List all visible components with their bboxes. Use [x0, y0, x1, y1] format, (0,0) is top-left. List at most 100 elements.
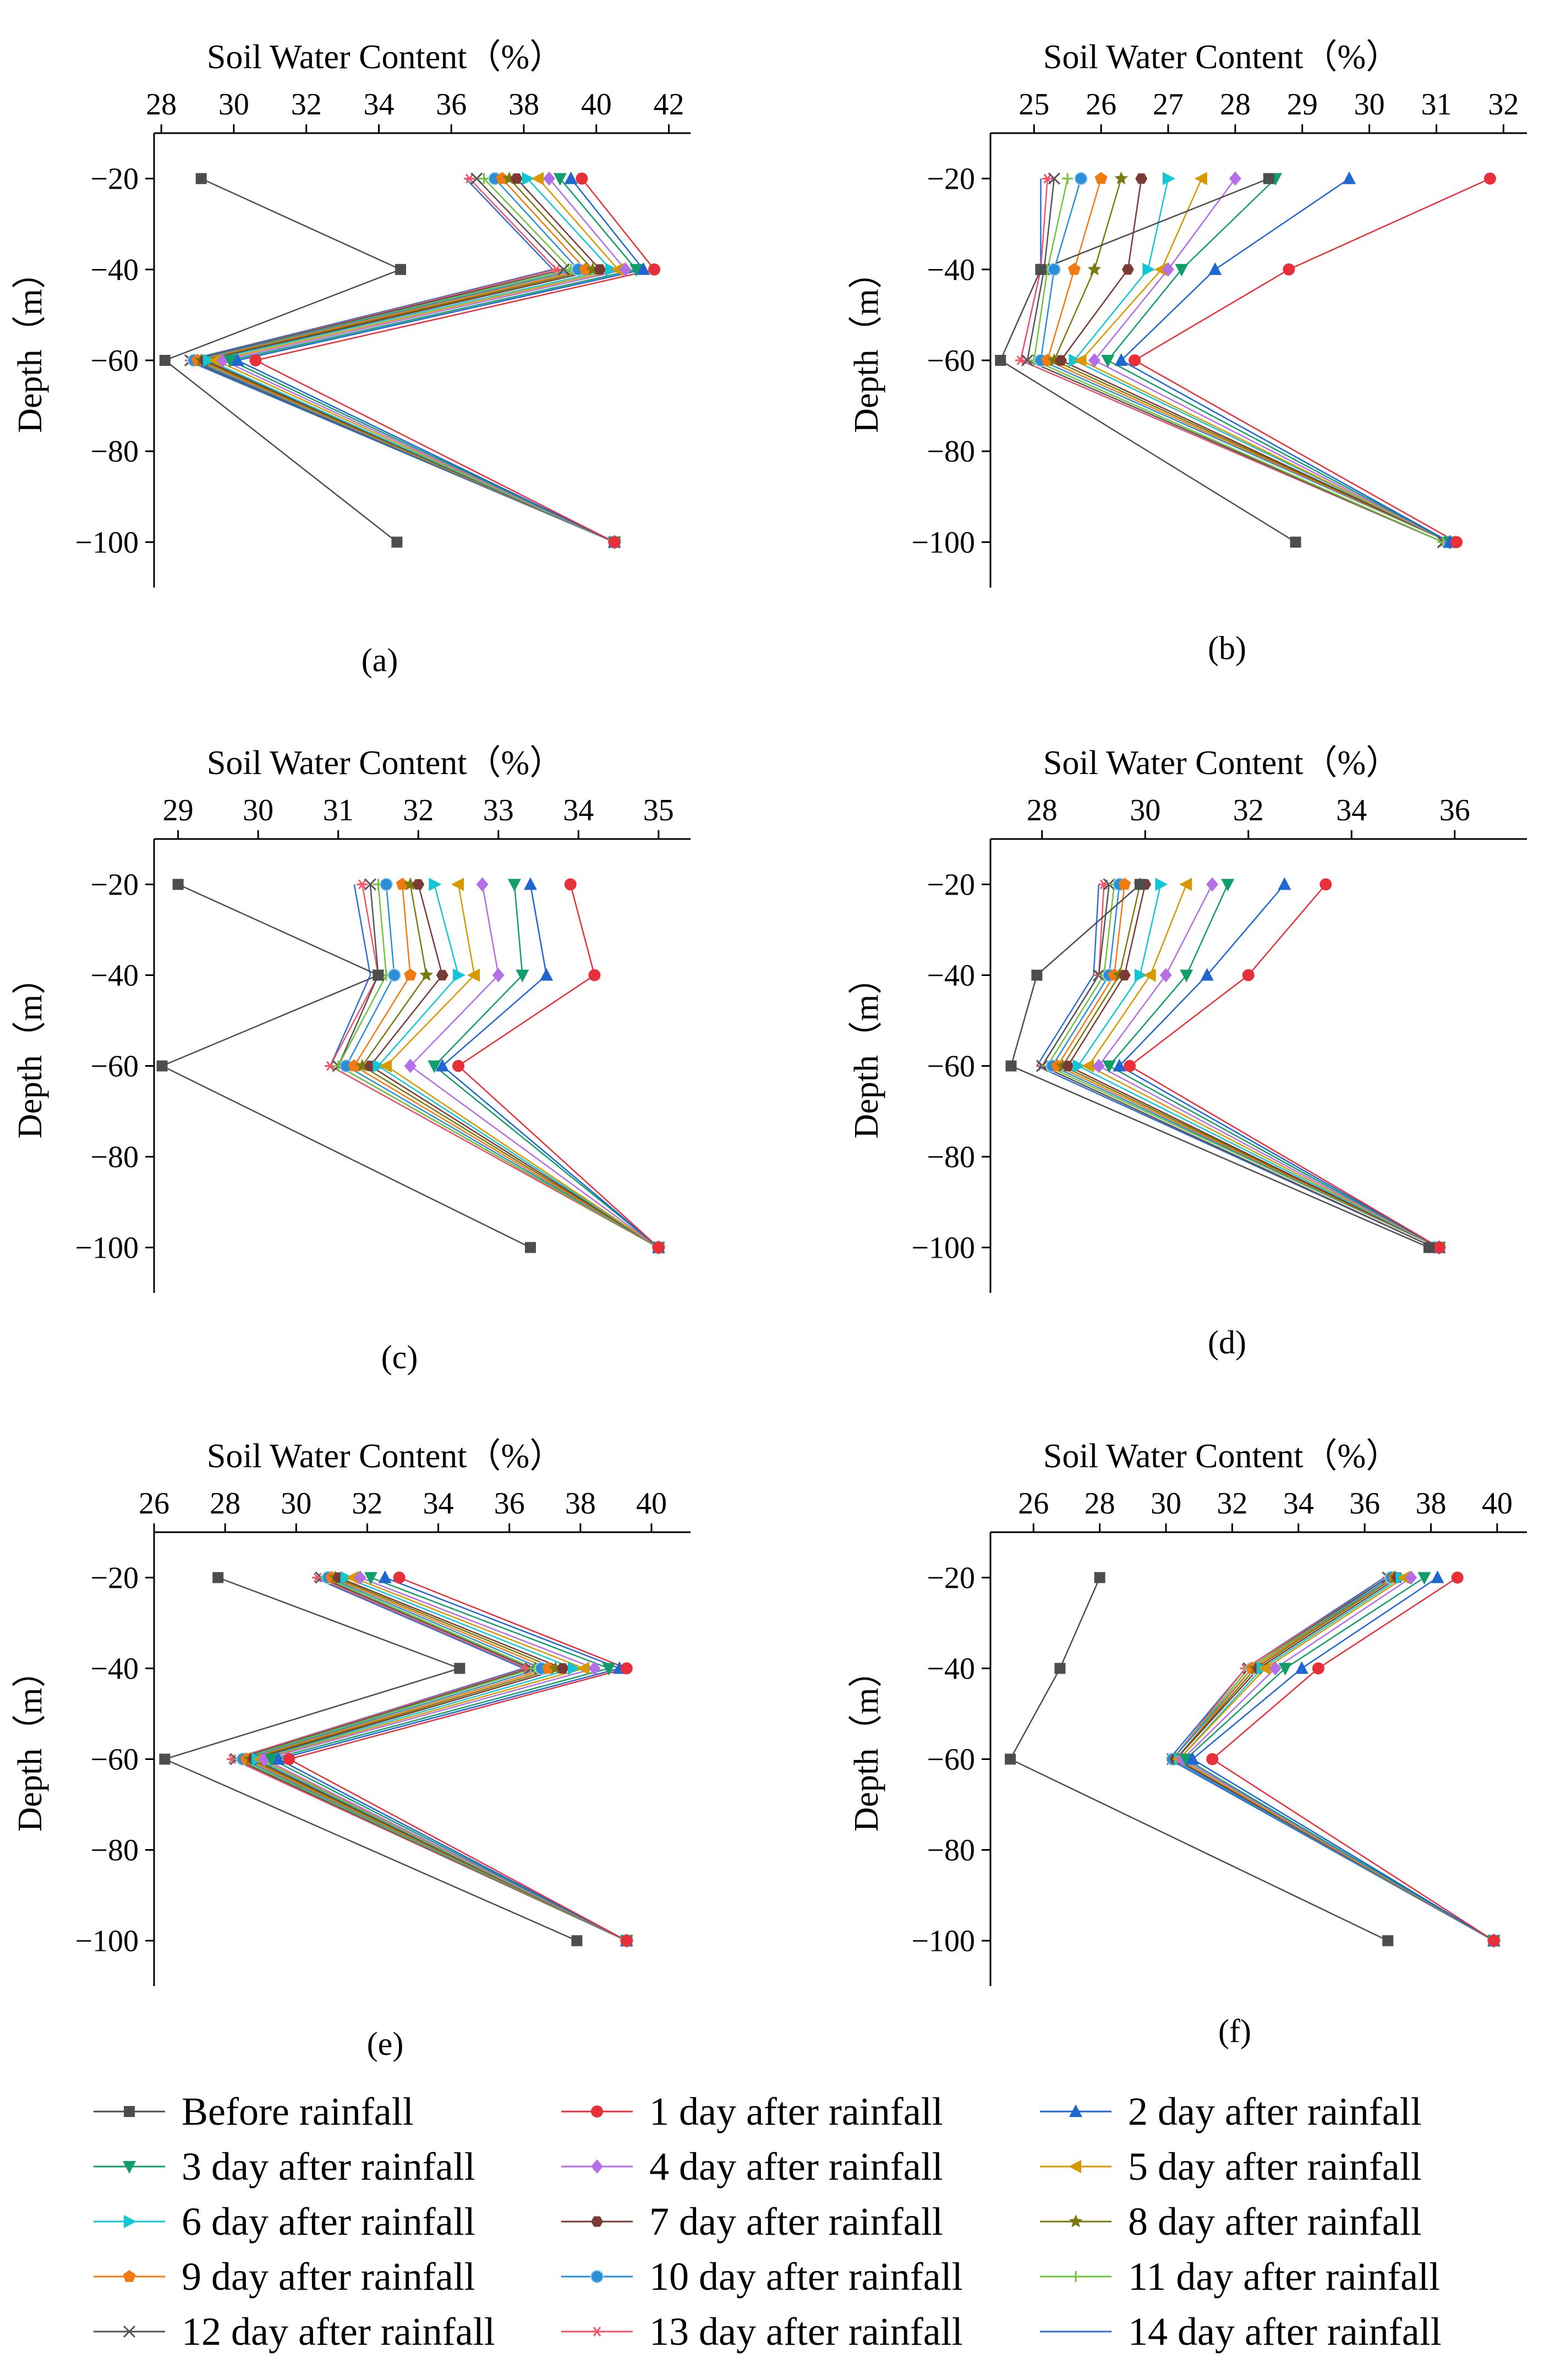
- y-tick-label: −80: [90, 435, 139, 469]
- panel-label: (c): [381, 1339, 418, 1375]
- series-line: [1171, 1577, 1494, 1942]
- data-point-marker: [1423, 1242, 1434, 1253]
- data-point-marker: [1094, 172, 1108, 184]
- y-tick-label: −20: [927, 1561, 975, 1595]
- data-point-marker: [1118, 969, 1131, 981]
- x-tick-label: 30: [1151, 1487, 1181, 1521]
- data-point-marker: [428, 1060, 441, 1073]
- data-point-marker: [403, 877, 418, 891]
- data-point-marker: [1102, 1060, 1116, 1073]
- series-line: [234, 1577, 627, 1942]
- panel-label: (f): [1218, 2013, 1251, 2049]
- x-tick-label: 32: [352, 1487, 382, 1521]
- data-point-marker: [1087, 262, 1102, 276]
- data-point-marker: [1179, 878, 1192, 891]
- legend-label: 5 day after rainfall: [1128, 2145, 1422, 2189]
- series-line: [1041, 884, 1434, 1248]
- data-point-marker: [354, 1570, 366, 1585]
- legend-item: 14 day after rainfall: [1040, 2310, 1442, 2354]
- data-point-marker: [1312, 1662, 1324, 1675]
- series-line: [369, 884, 659, 1248]
- data-point-marker: [611, 262, 624, 276]
- data-point-marker: [620, 1934, 633, 1947]
- data-point-marker: [1382, 1935, 1394, 1946]
- y-tick-label: −60: [927, 344, 975, 378]
- y-axis-title: Depth（m）: [848, 961, 885, 1139]
- data-point-marker: [357, 879, 368, 890]
- series-line: [184, 178, 615, 543]
- x-axis-title: Soil Water Content（%）: [207, 744, 563, 782]
- legend-item: 6 day after rainfall: [94, 2200, 475, 2244]
- data-point-marker: [364, 878, 376, 891]
- legend-item: 1 day after rainfall: [561, 2090, 943, 2134]
- series-line: [240, 1577, 627, 1942]
- data-point-marker: [602, 1663, 616, 1676]
- y-tick-label: −40: [90, 1652, 139, 1686]
- x-tick-label: 32: [1217, 1487, 1247, 1521]
- data-point-marker: [1186, 1752, 1200, 1765]
- data-point-marker: [404, 1059, 417, 1073]
- y-axis-title: Depth（m）: [12, 1654, 49, 1832]
- data-point-marker: [1101, 355, 1115, 368]
- data-point-marker: [249, 354, 262, 366]
- y-tick-label: −20: [90, 1561, 139, 1595]
- y-tick-label: −100: [75, 525, 139, 560]
- data-point-marker: [172, 879, 184, 890]
- legend-marker: [591, 2105, 603, 2118]
- series-line: [1107, 178, 1450, 543]
- x-tick-label: 31: [1421, 87, 1452, 122]
- data-point-marker: [1431, 1570, 1444, 1583]
- series-line: [345, 884, 659, 1248]
- series-line: [1185, 1577, 1494, 1942]
- x-tick-label: 30: [243, 793, 273, 827]
- y-tick-label: −80: [90, 1140, 139, 1175]
- legend-label: 1 day after rainfall: [649, 2090, 943, 2134]
- data-point-marker: [1142, 262, 1156, 276]
- data-point-marker: [620, 1662, 633, 1675]
- data-point-marker: [1081, 1059, 1094, 1073]
- y-tick-label: −60: [90, 1050, 139, 1084]
- y-axis-title: Depth（m）: [12, 255, 49, 433]
- legend-label: 13 day after rainfall: [649, 2310, 963, 2354]
- data-point-marker: [567, 1661, 581, 1675]
- series-line: [1077, 884, 1440, 1248]
- series-line: [457, 884, 659, 1248]
- series-line: [1118, 884, 1440, 1248]
- legend-label: 8 day after rainfall: [1128, 2200, 1422, 2244]
- series-line: [1178, 1577, 1494, 1942]
- legend-item: 5 day after rainfall: [1040, 2145, 1422, 2189]
- data-point-marker: [373, 969, 384, 981]
- data-point-marker: [1155, 878, 1168, 891]
- y-tick-label: −60: [90, 1743, 139, 1777]
- legend-label: 4 day after rainfall: [649, 2145, 943, 2189]
- series-line: [1108, 884, 1440, 1248]
- y-tick-label: −100: [911, 1924, 975, 1959]
- series-line: [1060, 178, 1450, 543]
- data-point-marker: [1208, 262, 1222, 275]
- series-line: [269, 1577, 627, 1942]
- data-point-marker: [346, 1571, 359, 1584]
- legend-label: 10 day after rainfall: [649, 2255, 963, 2299]
- data-point-marker: [995, 355, 1006, 366]
- legend-marker: [591, 2159, 603, 2174]
- legend-item: Before rainfall: [94, 2090, 414, 2134]
- series-line: [1175, 1577, 1494, 1942]
- panel-label: (d): [1208, 1324, 1246, 1361]
- data-point-marker: [523, 877, 537, 890]
- data-point-marker: [1134, 968, 1147, 982]
- data-point-marker: [265, 1753, 278, 1767]
- y-tick-label: −20: [90, 868, 139, 902]
- chart-panel: 26 28 30 32 34 36 38 40 −20 −40 −60 −80 −100 Soil Wat…: [848, 1438, 1527, 2049]
- x-axis-title: Soil Water Content（%）: [1043, 1438, 1400, 1475]
- series-line: [1171, 1577, 1494, 1942]
- data-point-marker: [577, 1661, 590, 1675]
- series-line: [221, 178, 627, 543]
- y-tick-label: −20: [927, 162, 975, 196]
- series-line: [1120, 178, 1450, 543]
- data-point-marker: [629, 264, 643, 277]
- series-line: [213, 178, 620, 543]
- series-line: [1073, 178, 1450, 543]
- data-point-marker: [1206, 1753, 1219, 1765]
- data-point-marker: [464, 173, 475, 184]
- series-line: [329, 884, 659, 1248]
